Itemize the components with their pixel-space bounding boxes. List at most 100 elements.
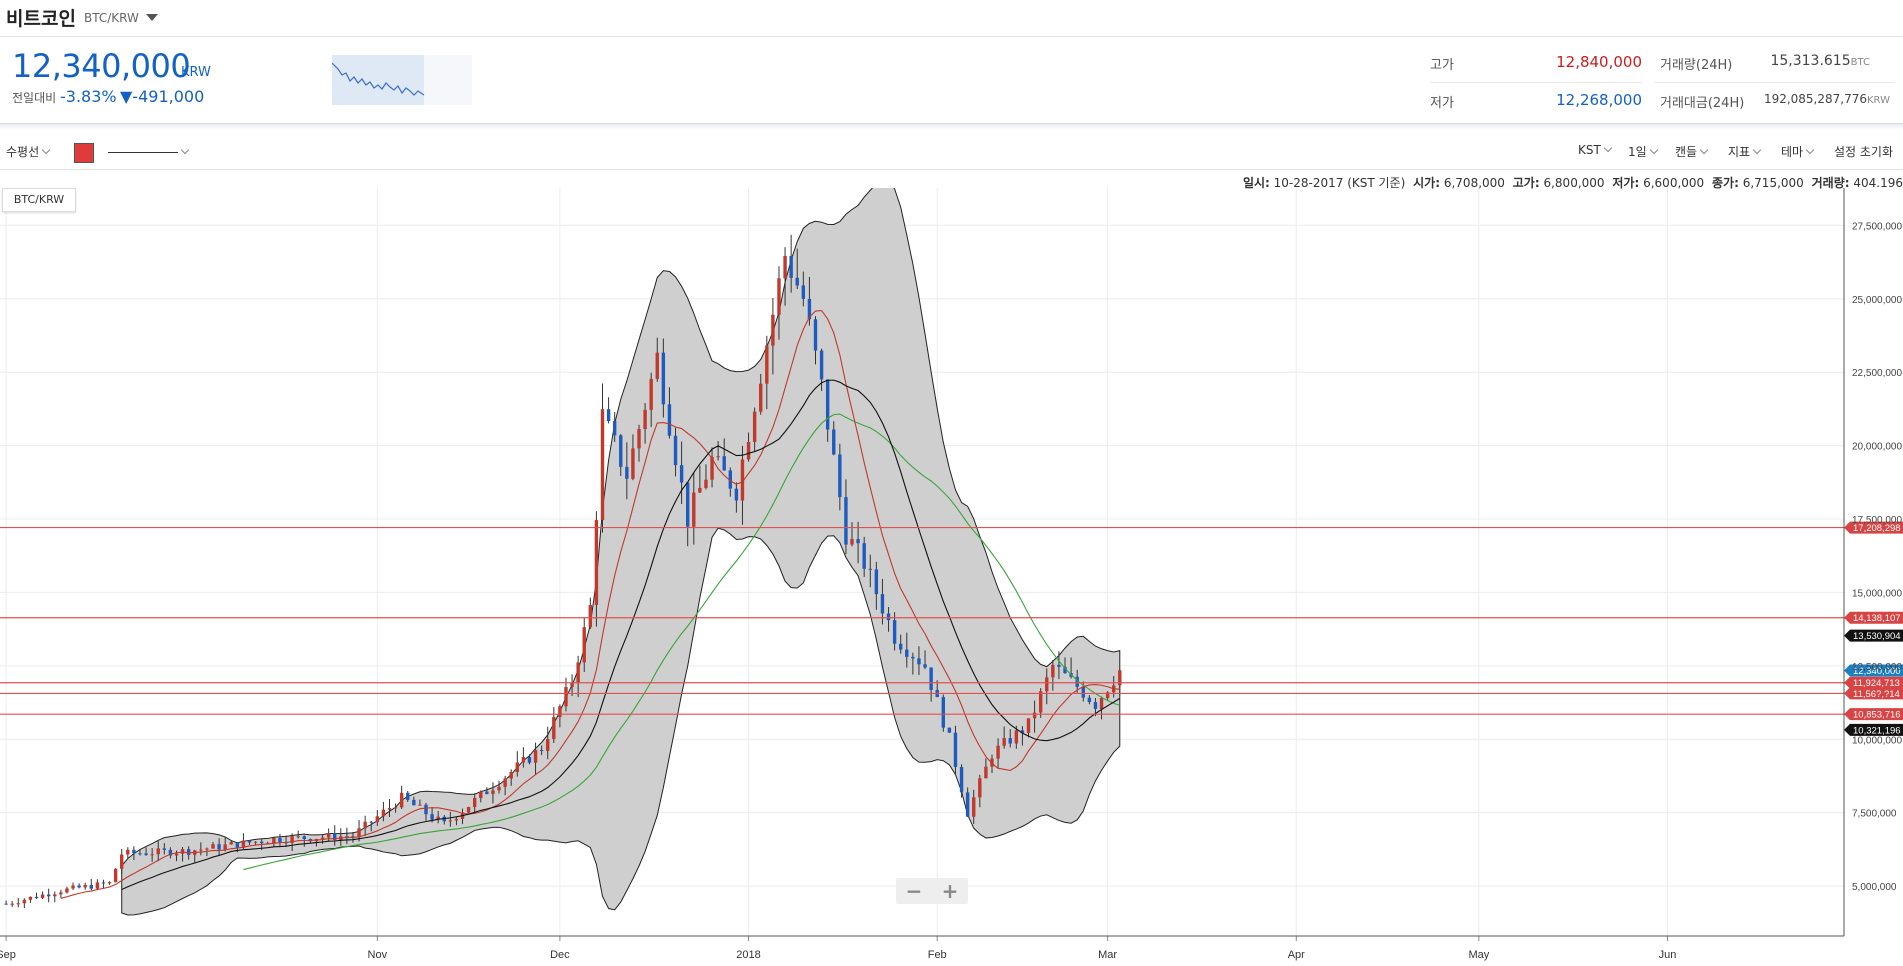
interval-select[interactable]: 1일	[1628, 143, 1658, 160]
candle-body	[911, 656, 915, 659]
horizontal-lines: 17,208,298 14,138,107 11,924,71311,56?,?14…	[0, 521, 1903, 736]
price-label-text: 10,321,196	[1853, 725, 1901, 736]
candle-body	[406, 792, 410, 800]
candle-body	[1038, 691, 1043, 713]
price-label	[1844, 629, 1903, 642]
candle-body	[466, 807, 471, 813]
candle-body	[765, 345, 769, 384]
candle-body	[801, 285, 806, 299]
price-chart[interactable]: 17,208,298 14,138,107 11,924,71311,56?,?14…	[0, 188, 1903, 966]
candle-body	[734, 488, 739, 501]
candle-body	[740, 459, 745, 501]
candle-body	[1093, 702, 1098, 709]
price-label-text: 13,530,904	[1853, 631, 1901, 642]
chevron-down-icon	[41, 145, 51, 155]
candle-body	[704, 479, 708, 488]
candle-body	[199, 849, 203, 851]
y-tick-label: 10,000,000	[1852, 735, 1902, 746]
candle-body	[10, 903, 14, 905]
candle-body	[381, 809, 386, 817]
reset-button[interactable]: 설정 초기화	[1834, 145, 1894, 159]
candle-body	[679, 465, 684, 483]
sparkline	[332, 55, 472, 105]
divider	[0, 124, 1903, 130]
candle-body	[959, 767, 964, 793]
candle-body	[272, 838, 276, 844]
candle-body	[552, 716, 556, 740]
candle-body	[521, 756, 526, 763]
candle-body	[661, 352, 666, 405]
coin-pair: BTC/KRW	[84, 11, 139, 25]
candle-body	[53, 894, 57, 897]
zoom-in-button[interactable]: +	[941, 879, 959, 903]
close-value: 6,715,000	[1742, 176, 1804, 190]
chart-pair-tag[interactable]: BTC/KRW	[2, 188, 76, 212]
horizontal-line-label-text: 11,924,713	[1853, 678, 1900, 689]
candle-body	[612, 421, 617, 436]
chevron-down-icon	[1805, 145, 1815, 155]
theme-select[interactable]: 테마	[1781, 143, 1815, 160]
candle-body	[978, 778, 982, 798]
candle-body	[83, 885, 87, 888]
candle-body	[996, 745, 1000, 759]
candle-body	[649, 378, 653, 410]
x-tick-label: 2018	[736, 949, 760, 961]
y-tick-label: 20,000,000	[1852, 442, 1902, 453]
candle-body	[126, 849, 130, 855]
candle-body	[217, 844, 221, 850]
timezone-select[interactable]: KST	[1578, 143, 1613, 157]
candle-body	[929, 667, 933, 690]
candle-body	[1008, 738, 1012, 744]
candle-body	[95, 882, 100, 889]
horizontal-line-label	[1844, 708, 1903, 721]
zoom-out-button[interactable]: −	[905, 879, 923, 903]
x-tick-label: Mar	[1098, 949, 1117, 961]
line-style-select[interactable]	[108, 152, 178, 153]
candle-body	[247, 840, 252, 843]
candle-body	[917, 658, 921, 665]
candle-body	[485, 791, 489, 795]
candle-body	[1014, 730, 1019, 744]
close-label: 종가:	[1712, 176, 1739, 190]
axes: 5,000,000 7,500,000 10,000,000 12,500,000 15…	[0, 188, 1902, 961]
change-label: 전일대비	[12, 91, 57, 105]
candle-body	[984, 766, 988, 779]
divider	[1655, 82, 1895, 83]
y-tick-label: 12,500,000	[1852, 662, 1902, 673]
candle-body	[448, 820, 453, 822]
indicators-select[interactable]: 지표	[1728, 143, 1762, 160]
candle-body	[205, 848, 209, 850]
candle-body	[1057, 664, 1061, 667]
zoom-control: − +	[896, 878, 968, 904]
divider	[1430, 82, 1642, 83]
candle-body	[898, 643, 903, 650]
candle-body	[600, 409, 605, 521]
current-price: 12,340,000	[12, 47, 191, 85]
high-info-value: 6,800,000	[1543, 176, 1605, 190]
y-tick-label: 15,000,000	[1852, 588, 1902, 599]
candle-body	[1051, 664, 1055, 678]
high-info-label: 고가:	[1512, 176, 1540, 190]
candle-body	[850, 539, 854, 545]
candle-body	[22, 899, 27, 904]
candle-body	[832, 429, 836, 455]
candle-body	[46, 894, 51, 897]
y-tick-label: 5,000,000	[1852, 882, 1897, 893]
value-label: 거래대금(24H)	[1660, 96, 1745, 111]
candle-body	[253, 841, 258, 843]
drawing-tool-select[interactable]: 수평선	[6, 143, 51, 160]
candle-body	[107, 882, 112, 884]
date-label: 일시:	[1242, 176, 1270, 190]
low-value: 12,268,000	[1556, 91, 1642, 109]
horizontal-line-label	[1844, 687, 1903, 700]
y-tick-label: 17,500,000	[1852, 515, 1902, 526]
candle-body	[351, 836, 355, 838]
chevron-down-icon	[1649, 145, 1658, 155]
chevron-down-icon[interactable]	[146, 14, 158, 21]
line-color-picker[interactable]	[74, 143, 94, 163]
candle-select[interactable]: 캔들	[1675, 143, 1709, 160]
candle-body	[1075, 676, 1079, 687]
candle-body	[436, 816, 440, 820]
ohlc-info: 일시: 10-28-2017 (KST 기준) 시가: 6,708,000 고가…	[1239, 174, 1903, 191]
candle-body	[862, 543, 866, 569]
